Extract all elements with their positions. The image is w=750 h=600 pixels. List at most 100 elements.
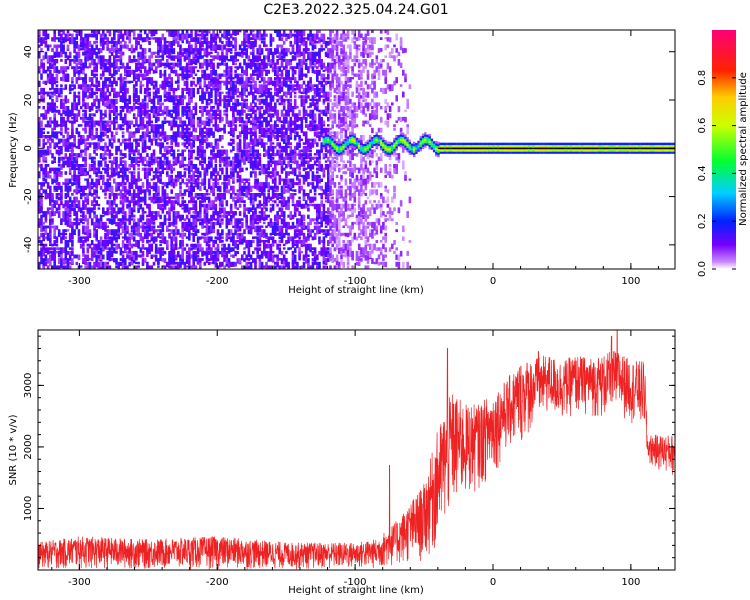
spectrogram-cell [75,221,79,229]
spectrogram-cell [51,250,54,258]
spectrogram-cell [271,113,275,118]
spectrogram-cell [216,243,220,250]
spectrogram-cell [166,171,169,176]
spectrogram-cell [46,77,50,84]
spectrogram-cell [192,48,195,54]
spectrogram-cell [249,73,253,81]
spectrogram-cell [128,95,131,103]
spectrogram-cell [207,113,211,119]
spectrogram-cell [269,196,273,201]
spectrogram-cell [256,164,259,169]
spectrogram-cell [104,77,107,83]
spectrogram-cell [143,164,147,167]
spectrogram-cell [247,225,251,229]
spectrogram-cell [179,160,182,166]
spectrogram-cell [256,55,259,63]
spectrogram-cell [179,243,182,249]
spectrogram-cell [183,203,187,208]
spectrogram-cell [110,80,114,88]
spectrogram-cell [271,156,275,160]
spectrogram-cell [194,218,198,226]
spectrogram-cell [243,80,246,88]
spectrogram-cell [201,156,204,161]
spectrogram-cell [274,229,277,236]
spectrogram-cell [55,196,59,200]
spectrogram-cell [254,156,257,161]
spectrogram-cell [68,247,72,250]
spectrogram-cell [44,124,48,128]
spectrogram-cell [141,261,145,266]
spectrogram-cell [245,84,248,89]
spectrogram-cell [119,142,123,146]
spectrogram-cell [221,167,224,175]
spectrogram-cell [280,164,284,171]
spectrogram-cell [99,113,103,119]
spectrogram-cell [289,66,293,70]
spectrogram-cell [254,221,257,225]
spectrogram-cell [194,167,198,174]
spectrogram-cell [132,196,136,200]
spectrogram-cell [252,164,255,171]
spectrogram-cell [232,232,235,240]
spectrogram-cell [66,200,70,207]
spectrogram-cell [62,37,65,44]
spectrogram-cell [88,156,92,160]
spectrogram-cell [300,77,304,81]
spectrogram-cell [254,62,257,69]
spectrogram-cell [234,167,237,173]
spectrogram-cell [84,37,87,44]
spectrogram-cell [188,116,191,121]
spectrogram-cell [256,247,259,255]
spectrogram-cell [256,120,259,124]
spectrogram-cell [179,214,182,222]
spectrogram-cell [126,203,129,209]
spectrogram-cell [260,240,264,243]
spectrogram-cell [229,236,233,242]
spectrogram-cell [119,51,123,59]
spectrogram-cell [117,261,120,268]
spectrogram-cell [141,62,145,67]
spectrogram-cell [121,218,125,225]
spectrogram-cell [188,102,191,106]
spectrogram-cell [232,109,235,117]
spectrogram-cell [44,37,48,41]
spectrogram-cell [106,48,109,51]
spectrogram-cell [205,214,209,219]
spectrogram-cell [181,113,184,117]
spectrogram-cell [227,91,231,99]
spectrogram-cell [232,156,235,160]
spectrogram-cell [141,77,145,81]
spectrogram-cell [135,225,138,232]
spectrogram-cell [291,127,295,133]
spectrogram-cell [212,167,215,174]
spectrogram-cell [115,160,118,167]
spectrogram-cell [252,200,255,205]
spectrogram-cell [132,91,136,98]
spectrogram-cell [49,189,52,195]
spectrogram-cell [267,77,270,83]
spectrogram-cell [51,243,54,247]
spectrogram-cell [194,73,198,76]
spectrogram-cell [227,221,231,226]
spectrogram-cell [263,232,266,238]
spectrogram-cell [90,265,94,269]
spectrogram-cell [57,258,61,265]
spectrogram-cell [55,84,59,88]
spectrogram-cell [188,142,191,147]
spectrogram-cell [302,193,306,201]
spectrogram-cell [298,69,301,75]
spectrogram-cell [38,250,41,257]
spectrogram-cell [99,138,103,143]
spectrogram-cell [241,167,244,172]
spectrogram-cell [254,167,257,171]
spectrogram-cell [183,87,187,91]
spectrogram-cell [51,211,54,217]
spectrogram-cell [108,185,112,193]
spectrogram-cell [313,221,317,225]
spectrogram-cell [139,33,143,41]
spectrogram-cell [302,30,306,37]
spectrogram-cell [73,221,76,226]
spectrogram-cell [289,135,293,140]
spectrogram-cell [278,200,282,204]
spectrogram-cell [179,185,182,189]
